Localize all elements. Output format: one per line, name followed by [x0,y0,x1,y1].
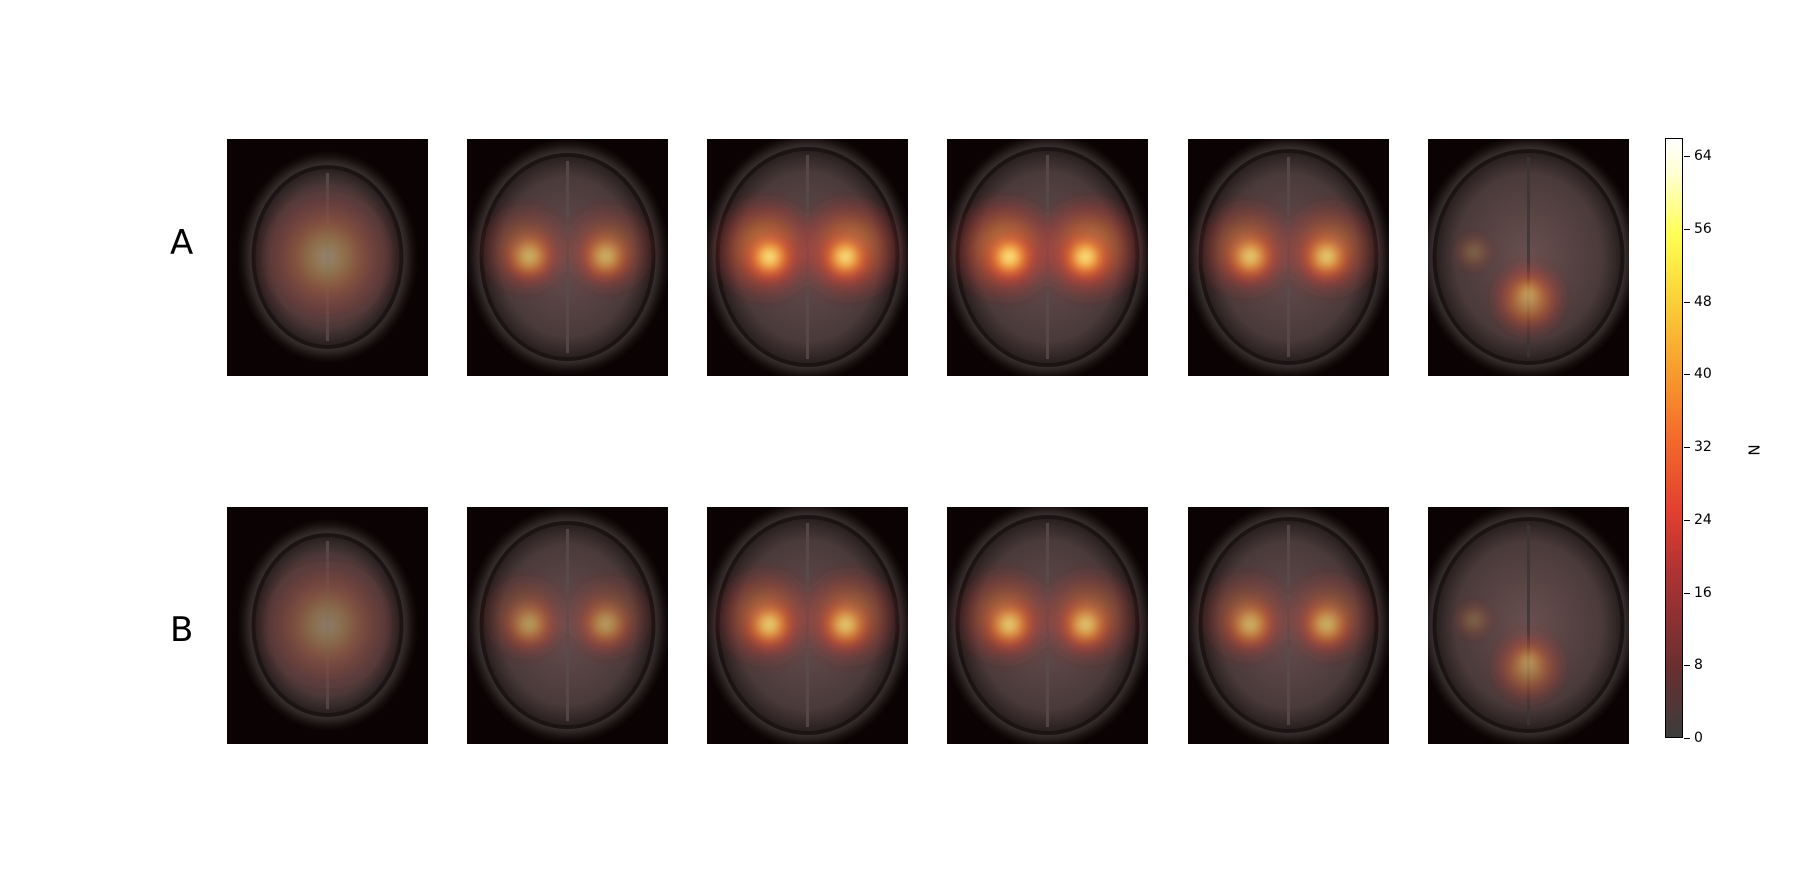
colorbar-tick [1684,447,1690,449]
colorbar-tick [1684,738,1690,739]
brain-slice-svg [1188,507,1389,744]
brain-slice-svg [947,139,1148,376]
brain-slice-svg [467,507,668,744]
colorbar-tick-label: 48 [1694,293,1712,310]
brain-slice-a-5 [1188,139,1389,376]
colorbar-tick [1684,519,1690,521]
brain-slice-svg [1188,139,1389,376]
brain-slice-b-5 [1188,507,1389,744]
brain-slice-a-1 [227,139,428,376]
colorbar [1665,138,1683,738]
brain-slice-svg [227,139,428,376]
colorbar-tick-label: 8 [1694,657,1703,674]
brain-slice-b-6 [1428,507,1629,744]
brain-slice-a-4 [947,139,1148,376]
colorbar-tick-label: 64 [1694,148,1712,165]
colorbar-tick [1684,228,1690,230]
brain-slice-svg [467,139,668,376]
colorbar-tick-label: 24 [1694,511,1712,528]
colorbar-tick [1684,665,1690,667]
brain-slice-svg [707,139,908,376]
brain-slice-a-3 [707,139,908,376]
row-label-a: A [170,223,194,263]
brain-slice-svg [1428,139,1629,376]
brain-slice-svg [227,507,428,744]
colorbar-tick [1684,374,1690,376]
brain-slice-b-2 [467,507,668,744]
brain-slice-a-2 [467,139,668,376]
brain-slice-svg [947,507,1148,744]
brain-slice-a-6 [1428,139,1629,376]
brain-slice-b-4 [947,507,1148,744]
colorbar-tick-label: 0 [1694,730,1703,746]
colorbar-label: N [1744,444,1763,456]
colorbar-tick [1684,301,1690,303]
brain-slice-svg [707,507,908,744]
colorbar-tick-label: 32 [1694,439,1712,456]
colorbar-tick-label: 40 [1694,366,1712,383]
brain-slice-b-3 [707,507,908,744]
colorbar-tick [1684,592,1690,594]
colorbar-tick-label: 16 [1694,584,1712,601]
colorbar-tick-label: 56 [1694,220,1712,237]
colorbar-tick [1684,156,1690,158]
row-label-b: B [170,610,194,650]
brain-slice-b-1 [227,507,428,744]
brain-slice-svg [1428,507,1629,744]
